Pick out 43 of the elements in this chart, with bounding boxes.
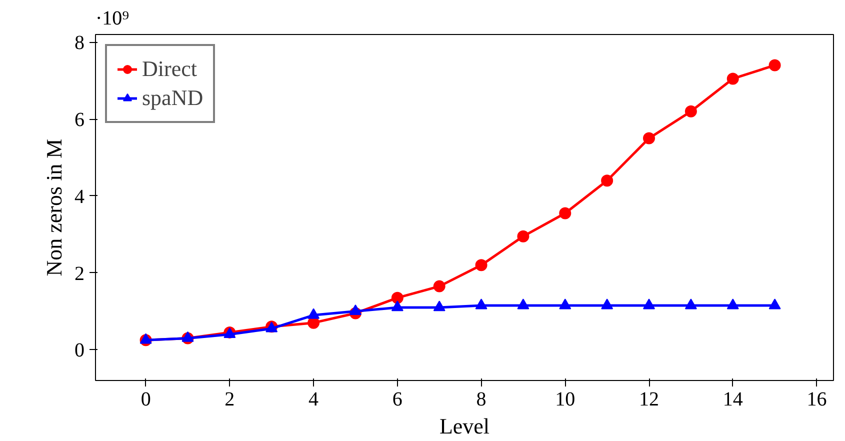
x-tick-label: 6 [392,388,402,410]
x-tick-label: 0 [140,388,151,410]
y-tick-label: 8 [74,32,84,54]
x-axis-title: Level [439,414,490,438]
point [391,300,404,312]
x-tick-label: 16 [806,388,827,410]
y-tick-label: 4 [74,186,84,208]
x-tick-label: 2 [224,388,235,410]
point [643,132,655,144]
point [643,298,655,310]
point [601,174,614,187]
legend-label: spaND [142,85,204,111]
x-tick-label: 14 [722,388,743,410]
x-tick-label: 8 [476,388,486,410]
point [475,259,488,272]
point [517,298,530,310]
point [517,230,530,242]
point [559,298,572,310]
legend-label: Direct [142,56,197,82]
point [684,105,697,118]
point [391,292,404,304]
point [433,300,446,312]
x-tick-label: 12 [639,388,659,410]
point [140,333,152,344]
y-axis-title: Non zeros in M [42,138,66,276]
point [768,59,781,72]
y-tick-label: 0 [74,340,84,362]
point [475,298,488,310]
point [308,308,320,319]
point [726,72,739,85]
x-tick-label: 4 [308,388,319,410]
point [182,331,194,342]
y-tick-label: 6 [74,109,84,132]
point [559,207,572,220]
y-tick-label: 2 [74,262,84,285]
point [768,298,781,310]
point [433,280,446,292]
text: ·10⁹ [96,8,130,30]
x-tick-label: 10 [555,388,576,410]
point [726,298,739,310]
point [349,304,362,315]
point [684,298,697,310]
point [601,298,614,310]
